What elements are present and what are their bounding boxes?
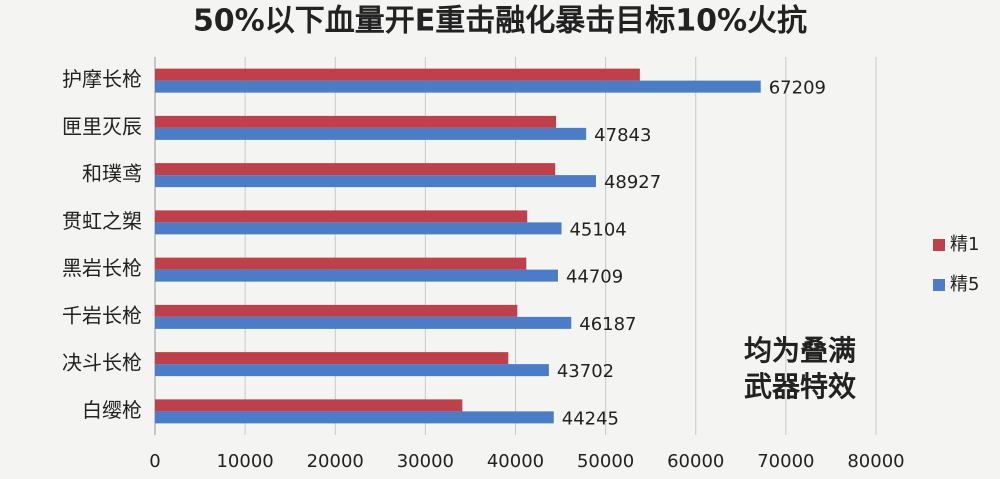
value-label: 44245 (562, 408, 619, 429)
bar (155, 210, 528, 223)
x-tick-label: 20000 (307, 451, 364, 472)
y-tick-label: 护摩长枪 (62, 67, 142, 91)
legend-label: 精1 (950, 234, 979, 255)
y-tick-label: 白缨枪 (82, 398, 142, 422)
value-label: 47843 (594, 125, 651, 146)
x-tick-label: 0 (149, 451, 160, 472)
chart-title: 50%以下血量开E重击融化暴击目标10%火抗 (193, 4, 807, 39)
legend-label: 精5 (950, 274, 979, 295)
bar (155, 399, 463, 412)
bar (155, 364, 549, 377)
bar (155, 269, 558, 282)
bar (155, 115, 557, 128)
value-label: 43702 (557, 361, 614, 382)
value-label: 44709 (566, 267, 623, 288)
legend-swatch (933, 239, 945, 251)
bar (155, 68, 640, 81)
annotation: 武器特效 (744, 370, 856, 403)
x-tick-label: 50000 (577, 451, 634, 472)
x-tick-label: 60000 (667, 451, 724, 472)
x-tick-label: 10000 (216, 451, 273, 472)
bar (155, 222, 562, 235)
bar (155, 127, 587, 140)
x-tick-label: 70000 (757, 451, 814, 472)
value-label: 46187 (579, 314, 636, 335)
bar (155, 352, 509, 365)
y-tick-label: 黑岩长枪 (62, 256, 142, 280)
bar (155, 80, 761, 93)
bar (155, 304, 518, 317)
x-tick-label: 80000 (847, 451, 904, 472)
bar (155, 316, 572, 329)
y-tick-label: 千岩长枪 (62, 303, 142, 327)
bar (155, 257, 527, 270)
legend-swatch (933, 279, 945, 291)
y-tick-label: 匣里灭辰 (62, 114, 142, 138)
bar (155, 175, 596, 188)
x-tick-label: 40000 (487, 451, 544, 472)
x-tick-label: 30000 (397, 451, 454, 472)
y-tick-label: 和璞鸢 (82, 162, 142, 186)
annotation: 均为叠满 (744, 334, 856, 367)
value-label: 45104 (569, 219, 626, 240)
bar (155, 411, 554, 424)
y-tick-label: 贯虹之槊 (62, 209, 142, 233)
y-tick-label: 决斗长枪 (62, 351, 142, 375)
value-label: 67209 (769, 78, 826, 99)
value-label: 48927 (604, 172, 661, 193)
bar (155, 163, 556, 176)
